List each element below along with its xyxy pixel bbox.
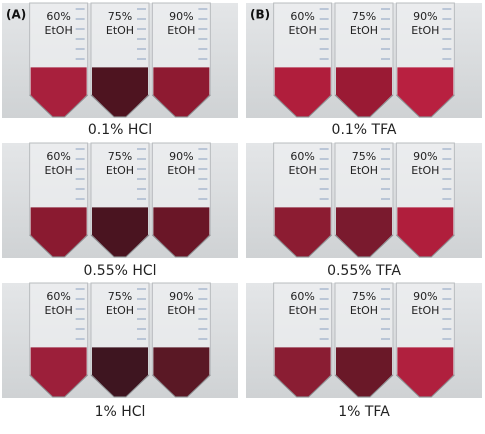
tube-cone (396, 94, 455, 118)
tube-percent: 90% (413, 150, 437, 163)
caption: 1% TFA (338, 404, 390, 420)
tube-percent: 60% (290, 10, 314, 23)
tube-solvent: EtOH (411, 304, 439, 317)
tube-solvent: EtOH (106, 164, 134, 177)
panel-label: (B) (250, 8, 270, 22)
tube-solvent: EtOH (106, 304, 134, 317)
tube-percent: 75% (108, 10, 132, 23)
tube-solvent: EtOH (106, 24, 134, 37)
caption: 0.55% HCl (83, 263, 156, 279)
tube-solvent: EtOH (45, 24, 73, 37)
liquid (336, 347, 392, 397)
panel-label: (A) (6, 8, 26, 22)
tube-solvent: EtOH (350, 304, 378, 317)
tube-solvent: EtOH (350, 24, 378, 37)
liquid (92, 67, 148, 117)
tube-solvent: EtOH (289, 304, 317, 317)
tube-solvent: EtOH (45, 164, 73, 177)
tube-percent: 75% (352, 150, 376, 163)
tube-cone (396, 374, 455, 398)
tube-solvent: EtOH (411, 24, 439, 37)
tube-percent: 75% (352, 290, 376, 303)
liquid (397, 67, 454, 117)
liquid (153, 67, 210, 117)
caption: 0.1% TFA (332, 122, 397, 138)
tube-cone (334, 234, 394, 258)
tube-percent: 60% (290, 290, 314, 303)
tube-cone (396, 234, 455, 258)
tube-cone (334, 374, 394, 398)
tube-percent: 90% (169, 10, 193, 23)
tube-percent: 75% (352, 10, 376, 23)
tube-cone (273, 374, 332, 398)
tube-solvent: EtOH (289, 164, 317, 177)
liquid (336, 207, 392, 257)
tube-cone (29, 94, 88, 118)
liquid (92, 347, 148, 397)
liquid (274, 347, 331, 397)
caption: 1% HCl (95, 404, 146, 420)
tube-solvent: EtOH (167, 24, 195, 37)
caption: 0.1% HCl (88, 122, 152, 138)
tube-cone (273, 94, 332, 118)
liquid (397, 347, 454, 397)
liquid (30, 67, 87, 117)
caption: 0.55% TFA (327, 263, 401, 279)
tube-cone (273, 234, 332, 258)
tube-percent: 75% (108, 150, 132, 163)
tube-percent: 90% (169, 290, 193, 303)
tube-percent: 60% (290, 150, 314, 163)
tube-cone (334, 94, 394, 118)
tube-percent: 75% (108, 290, 132, 303)
liquid (153, 347, 210, 397)
tube-percent: 90% (169, 150, 193, 163)
tube-cone (152, 94, 211, 118)
liquid (274, 67, 331, 117)
tube-cone (152, 374, 211, 398)
liquid (274, 207, 331, 257)
liquid (30, 207, 87, 257)
tube-solvent: EtOH (45, 304, 73, 317)
tube-cone (90, 374, 150, 398)
tube-solvent: EtOH (411, 164, 439, 177)
tube-solvent: EtOH (167, 304, 195, 317)
tube-solvent: EtOH (167, 164, 195, 177)
liquid (336, 67, 392, 117)
tube-percent: 90% (413, 10, 437, 23)
liquid (92, 207, 148, 257)
tube-percent: 60% (46, 290, 70, 303)
liquid (30, 347, 87, 397)
liquid (153, 207, 210, 257)
tube-cone (90, 234, 150, 258)
liquid (397, 207, 454, 257)
tube-percent: 90% (413, 290, 437, 303)
tube-percent: 60% (46, 10, 70, 23)
tube-solvent: EtOH (350, 164, 378, 177)
tube-percent: 60% (46, 150, 70, 163)
tube-solvent: EtOH (289, 24, 317, 37)
tube-cone (90, 94, 150, 118)
tube-cone (152, 234, 211, 258)
tube-cone (29, 374, 88, 398)
tube-cone (29, 234, 88, 258)
